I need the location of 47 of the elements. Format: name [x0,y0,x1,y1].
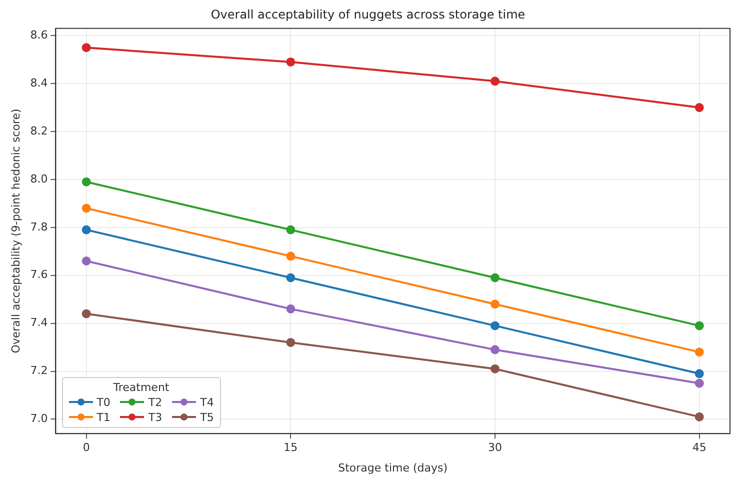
point [82,177,91,186]
point [286,338,296,347]
legend-label: T2 [148,396,162,409]
y-tick-label: 7.0 [30,412,48,426]
legend-label: T1 [96,410,110,424]
point [490,345,500,354]
x-tick-label: 0 [82,441,90,454]
y-tick-label: 7.8 [30,220,48,234]
y-tick-label: 7.6 [30,268,48,282]
point [490,321,500,330]
point [82,204,91,213]
point [82,256,91,266]
point [490,273,500,282]
point [82,43,91,52]
point [286,304,296,314]
point [82,225,91,234]
legend-label: T4 [200,396,214,409]
point [694,378,704,388]
point [286,252,296,261]
y-tick-label: 8.0 [30,172,48,186]
point [694,369,704,378]
legend-label: T0 [96,396,110,409]
point [694,348,704,357]
y-tick-label: 7.4 [30,316,48,330]
y-tick-label: 8.6 [30,28,48,42]
point [490,364,500,374]
point [286,57,296,66]
legend-title: Treatment [112,380,170,394]
point [490,76,500,86]
chart-title: Overall acceptability of nuggets across storage time [210,7,526,22]
x-tick-label: 15 [284,441,298,454]
x-axis-title: Storage time (days) [338,461,448,474]
point [694,321,704,330]
x-tick-label: 30 [488,441,502,454]
point [694,103,704,112]
y-tick-label: 8.2 [30,124,48,138]
point [490,300,500,309]
y-axis-title: Overall acceptability (9-point hedonic score) [9,108,22,354]
point [286,273,296,282]
legend-label: T5 [200,410,214,424]
y-tick-label: 7.2 [30,364,48,378]
y-tick-label: 8.4 [30,76,48,90]
point [694,412,704,422]
point [82,309,91,318]
point [286,225,296,234]
x-tick-label: 45 [692,441,706,454]
legend-label: T3 [148,410,162,424]
